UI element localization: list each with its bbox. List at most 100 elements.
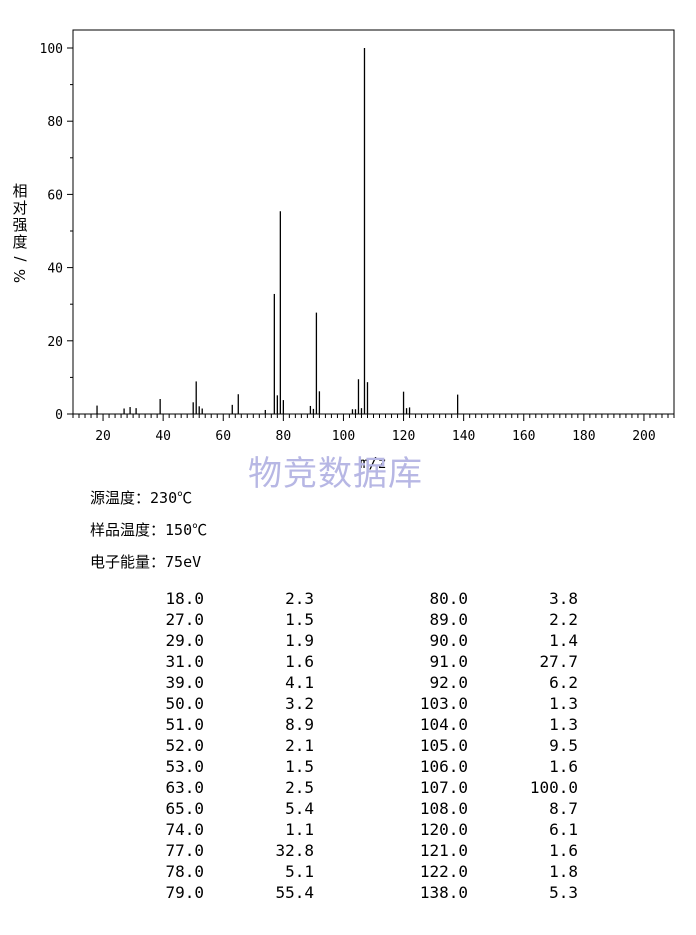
peak-table-row: 31.0 1.6 91.0 27.7 (0, 652, 696, 673)
x-tick-label: 20 (95, 429, 111, 444)
y-axis-label-char: 相 (12, 182, 27, 200)
peak-table-row: 78.0 5.1 122.0 1.8 (0, 862, 696, 883)
peak-table-row: 18.0 2.3 80.0 3.8 (0, 589, 696, 610)
y-tick-label: 20 (47, 335, 63, 350)
peak-intensity: 6.2 (549, 673, 578, 692)
peak-mz: 106.0 (419, 757, 468, 776)
peak-intensity: 2.2 (549, 610, 578, 629)
peak-mz: 74.0 (165, 820, 204, 839)
peak-intensity: 3.8 (549, 589, 578, 608)
peak-table: 18.0 2.3 80.0 3.8 27.0 1.5 89.0 2.2 29.0 1.9 90.0 1… (0, 589, 696, 904)
condition-value: 75eV (165, 553, 202, 571)
peak-intensity: 8.9 (285, 715, 314, 734)
x-tick-label: 200 (632, 429, 655, 444)
x-tick-label: 160 (512, 429, 535, 444)
peak-intensity: 27.7 (539, 652, 578, 671)
peak-mz: 80.0 (429, 589, 468, 608)
peak-table-row: 79.0 55.4 138.0 5.3 (0, 883, 696, 904)
peak-mz: 52.0 (165, 736, 204, 755)
peak-intensity: 6.1 (549, 820, 578, 839)
peak-intensity: 2.1 (285, 736, 314, 755)
peak-intensity: 3.2 (285, 694, 314, 713)
condition-label: 电子能量： (90, 553, 166, 571)
peak-intensity: 2.5 (285, 778, 314, 797)
y-tick-label: 100 (40, 42, 63, 57)
peak-table-row: 39.0 4.1 92.0 6.2 (0, 673, 696, 694)
peak-intensity: 1.5 (285, 610, 314, 629)
condition-label: 样品温度： (90, 521, 166, 539)
peak-intensity: 1.6 (549, 757, 578, 776)
peak-intensity: 1.6 (549, 841, 578, 860)
peak-table-row: 27.0 1.5 89.0 2.2 (0, 610, 696, 631)
peak-mz: 27.0 (165, 610, 204, 629)
peak-intensity: 9.5 (549, 736, 578, 755)
peak-intensity: 8.7 (549, 799, 578, 818)
condition-sample-temp: 样品温度：150℃ (90, 519, 207, 540)
x-tick-label: 120 (392, 429, 415, 444)
peak-mz: 89.0 (429, 610, 468, 629)
peak-intensity: 1.8 (549, 862, 578, 881)
peak-mz: 122.0 (419, 862, 468, 881)
peak-intensity: 2.3 (285, 589, 314, 608)
y-tick-label: 80 (47, 115, 63, 130)
peak-intensity: 100.0 (529, 778, 578, 797)
x-tick-label: 80 (276, 429, 292, 444)
peak-intensity: 5.1 (285, 862, 314, 881)
y-tick-label: 0 (55, 408, 63, 423)
condition-value: 150℃ (165, 521, 208, 539)
peak-mz: 18.0 (165, 589, 204, 608)
x-tick-label: 100 (332, 429, 355, 444)
peak-mz: 65.0 (165, 799, 204, 818)
peak-mz: 91.0 (429, 652, 468, 671)
peak-mz: 107.0 (419, 778, 468, 797)
peak-table-row: 51.0 8.9 104.0 1.3 (0, 715, 696, 736)
peak-intensity: 1.4 (549, 631, 578, 650)
peak-intensity: 55.4 (275, 883, 314, 902)
peak-mz: 39.0 (165, 673, 204, 692)
peak-intensity: 5.4 (285, 799, 314, 818)
peak-intensity: 32.8 (275, 841, 314, 860)
peak-mz: 92.0 (429, 673, 468, 692)
y-axis-label-char: % (11, 269, 29, 283)
condition-label: 源温度： (90, 489, 151, 507)
peak-intensity: 1.3 (549, 715, 578, 734)
y-axis: 0 20 40 60 80 100 (40, 42, 73, 423)
peak-intensity: 1.3 (549, 694, 578, 713)
peak-mz: 78.0 (165, 862, 204, 881)
peak-table-row: 29.0 1.9 90.0 1.4 (0, 631, 696, 652)
peak-intensity: 5.3 (549, 883, 578, 902)
peak-table-row: 52.0 2.1 105.0 9.5 (0, 736, 696, 757)
peak-intensity: 1.1 (285, 820, 314, 839)
peak-mz: 138.0 (419, 883, 468, 902)
peak-mz: 29.0 (165, 631, 204, 650)
peak-intensity: 1.6 (285, 652, 314, 671)
peak-mz: 77.0 (165, 841, 204, 860)
x-tick-label: 60 (215, 429, 231, 444)
y-axis-label-char: 强 (12, 216, 27, 234)
y-axis-label-char: 对 (12, 199, 27, 217)
peak-intensity: 1.9 (285, 631, 314, 650)
peak-mz: 104.0 (419, 715, 468, 734)
peak-mz: 121.0 (419, 841, 468, 860)
x-axis-label: m/z (359, 454, 386, 470)
condition-electron-energy: 电子能量：75eV (90, 551, 201, 572)
peak-mz: 79.0 (165, 883, 204, 902)
peak-table-row: 74.0 1.1 120.0 6.1 (0, 820, 696, 841)
spectrum-bars (96, 48, 459, 414)
peak-table-row: 53.0 1.5 106.0 1.6 (0, 757, 696, 778)
peak-intensity: 1.5 (285, 757, 314, 776)
peak-mz: 105.0 (419, 736, 468, 755)
peak-table-row: 63.0 2.5 107.0 100.0 (0, 778, 696, 799)
peak-mz: 120.0 (419, 820, 468, 839)
x-tick-label: 140 (452, 429, 475, 444)
y-tick-label: 60 (47, 188, 63, 203)
peak-mz: 51.0 (165, 715, 204, 734)
condition-value: 230℃ (150, 489, 193, 507)
peak-intensity: 4.1 (285, 673, 314, 692)
x-axis: 20 40 60 80 100 120 140 160 180 200 (72, 414, 675, 444)
plot-frame (72, 29, 675, 415)
y-axis-label-char: / (11, 256, 29, 262)
peak-table-row: 65.0 5.4 108.0 8.7 (0, 799, 696, 820)
